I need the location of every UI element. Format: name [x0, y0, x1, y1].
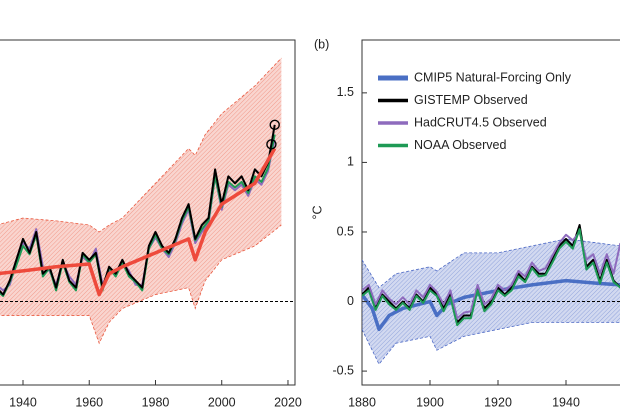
- y-tick-label: 1: [347, 155, 354, 169]
- x-tick-label: 2000: [208, 395, 236, 409]
- x-tick-label: 1980: [142, 395, 170, 409]
- legend-label: HadCRUT4.5 Observed: [414, 115, 547, 129]
- series-line: [0, 147, 277, 297]
- band-edge: [0, 224, 282, 345]
- panel-frame: [0, 39, 296, 386]
- plot-area: [0, 57, 295, 345]
- panel-frame: [361, 39, 620, 386]
- highlight-marker: [266, 139, 277, 150]
- series-line: [0, 134, 276, 297]
- x-tick-label: 1920: [484, 395, 512, 409]
- series-line: [362, 228, 620, 327]
- legend-label: CMIP5 Natural-Forcing Only: [414, 70, 572, 84]
- y-axis-label: °C: [310, 205, 324, 219]
- y-tick-label: 0.5: [337, 224, 354, 238]
- x-tick-label: 1900: [416, 395, 444, 409]
- y-tick-label: 0: [347, 294, 354, 308]
- x-tick-label: 1880: [348, 395, 376, 409]
- range-band: [0, 58, 282, 344]
- legend-label: GISTEMP Observed: [414, 93, 528, 107]
- band-edge: [362, 321, 620, 365]
- highlight-marker: [269, 119, 280, 131]
- plot-area: [362, 224, 620, 365]
- y-tick-label: 1.5: [337, 85, 354, 99]
- x-tick-label: 1940: [9, 395, 37, 409]
- band-edge: [0, 57, 282, 233]
- x-tick-label: 1940: [552, 395, 580, 409]
- panel-label: (b): [314, 37, 329, 51]
- y-tick-label: -0.5: [332, 363, 354, 377]
- x-tick-label: 2020: [274, 395, 302, 409]
- series-line: [0, 124, 276, 296]
- legend-label: NOAA Observed: [414, 138, 506, 152]
- band-edge: [362, 238, 620, 289]
- x-tick-label: 1960: [75, 395, 103, 409]
